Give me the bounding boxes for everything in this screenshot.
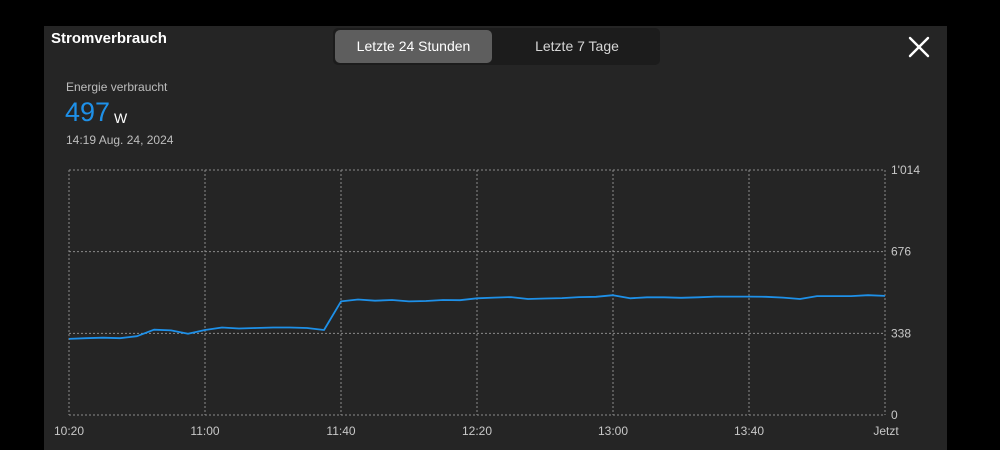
x-tick-label: 13:40 (734, 424, 764, 438)
y-tick-label: 1'014 (891, 163, 920, 177)
tab-last-24-hours[interactable]: Letzte 24 Stunden (335, 30, 492, 63)
energy-unit: W (114, 110, 128, 126)
x-tick-label: 12:20 (462, 424, 492, 438)
energy-timestamp: 14:19 Aug. 24, 2024 (66, 133, 174, 147)
power-line-chart: 10:20 11:00 11:40 12:20 13:00 13:40 Jetzt 1'014… (54, 163, 920, 438)
tab-last-7-days[interactable]: Letzte 7 Tage (535, 38, 619, 54)
x-tick-label: 13:00 (598, 424, 628, 438)
y-tick-label: 338 (891, 326, 911, 340)
x-tick-label: 10:20 (54, 424, 84, 438)
panel-title: Stromverbrauch (51, 30, 167, 47)
y-tick-label: 676 (891, 245, 911, 259)
power-series-line (68, 294, 886, 340)
energy-label: Energie verbraucht (66, 80, 168, 94)
y-tick-label: 0 (891, 408, 898, 422)
x-tick-label: 11:00 (190, 424, 219, 438)
energy-value: 497 (65, 97, 111, 127)
close-icon[interactable] (906, 34, 932, 60)
x-tick-label: 11:40 (326, 424, 355, 438)
x-tick-label: Jetzt (873, 424, 899, 438)
power-consumption-panel: Stromverbrauch Letzte 24 Stunden Letzte … (44, 26, 947, 450)
time-range-tabs: Letzte 24 Stunden Letzte 7 Tage (333, 28, 660, 65)
